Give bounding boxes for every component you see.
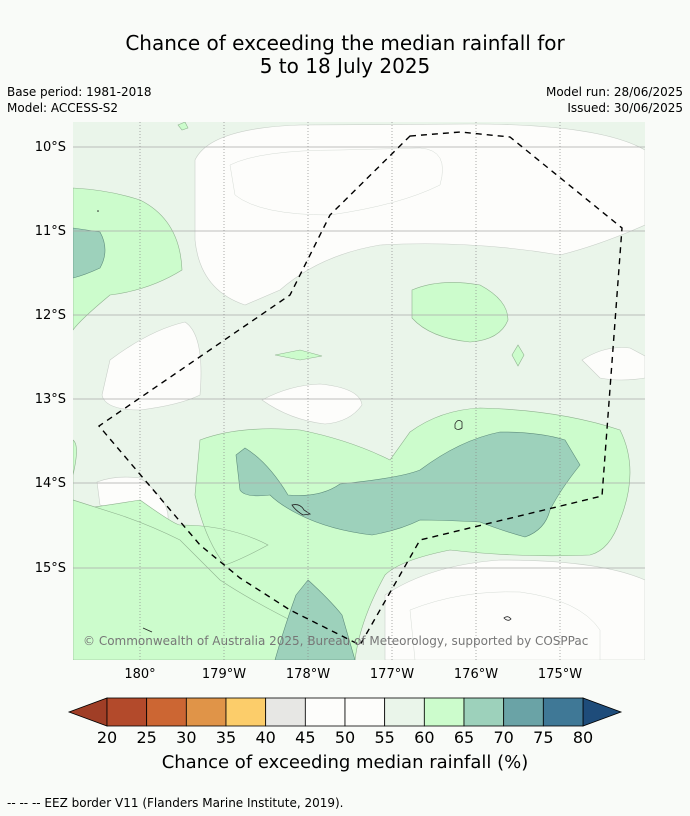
eez-border — [97, 131, 623, 646]
lon-labels: 180° 179°W 178°W 177°W 176°W 175°W — [124, 667, 582, 682]
copyright-notice: © Commonwealth of Australia 2025, Bureau… — [83, 634, 588, 648]
island-outline — [142, 627, 153, 633]
eez-footnote: -- -- -- EEZ border V11 (Flanders Marine… — [7, 796, 344, 810]
colorbar-label: Chance of exceeding median rainfall (%) — [161, 752, 529, 773]
colorbar-tick-label: 25 — [136, 728, 157, 747]
lat-label: 14°S — [35, 476, 66, 491]
colorbar-tick-label: 65 — [453, 728, 475, 747]
map-title-line2: 5 to 18 July 2025 — [259, 54, 431, 78]
island-outline — [454, 420, 463, 430]
lon-label: 180° — [124, 667, 155, 682]
colorbar-tick-label: 60 — [414, 728, 435, 747]
colorbar-low-extend — [67, 697, 108, 727]
colorbar-tick-label: 55 — [374, 728, 395, 747]
island-outline — [291, 504, 312, 516]
colorbar-segment — [423, 697, 465, 727]
field-65-70-nw — [73, 227, 106, 279]
lon-label: 178°W — [286, 667, 330, 682]
colorbar — [67, 697, 623, 727]
island-outline — [97, 210, 99, 212]
base-period: Base period: 1981-2018 — [7, 85, 152, 99]
rainfall-map — [73, 122, 645, 660]
field-60-65-strip — [274, 349, 323, 361]
lat-label: 13°S — [35, 392, 66, 407]
colorbar-tick-label: 40 — [255, 728, 276, 747]
field-60-65-speck — [177, 122, 189, 131]
colorbar-tick-label: 70 — [493, 728, 514, 747]
colorbar-segment — [304, 697, 346, 727]
field-45-55-east — [581, 347, 645, 381]
lat-label: 12°S — [35, 308, 66, 323]
lat-label: 10°S — [35, 140, 66, 155]
field-45-55-west — [101, 321, 202, 411]
colorbar-segment — [225, 697, 267, 727]
lon-label: 176°W — [454, 667, 498, 682]
field-65-70-south — [274, 579, 356, 660]
lon-label: 179°W — [202, 667, 246, 682]
field-60-65-islet — [511, 344, 525, 367]
colorbar-high-extend — [582, 697, 623, 727]
map-title-line1: Chance of exceeding the median rainfall … — [125, 31, 565, 55]
island-outline — [503, 616, 512, 621]
lon-label: 177°W — [370, 667, 414, 682]
colorbar-segment — [185, 697, 227, 727]
colorbar-tick-label: 50 — [334, 728, 356, 747]
issued-date: Issued: 30/06/2025 — [567, 101, 683, 115]
colorbar-tick-label: 35 — [215, 728, 237, 747]
field-45-50-se — [409, 591, 601, 660]
lat-gridlines — [73, 146, 645, 569]
model-run: Model run: 28/06/2025 — [545, 85, 683, 99]
field-45-50-north — [229, 147, 443, 216]
field-45-55-centre — [261, 383, 363, 425]
lat-label: 15°S — [35, 561, 66, 576]
colorbar-segment — [146, 697, 187, 727]
colorbar-segment — [384, 697, 425, 727]
colorbar-segment — [265, 697, 306, 727]
colorbar-tick-label: 30 — [176, 728, 197, 747]
colorbar-tick-label: 80 — [572, 728, 594, 747]
colorbar-segment — [542, 697, 584, 727]
colorbar-tick-label: 20 — [96, 728, 118, 747]
colorbar-segment — [344, 697, 386, 727]
field-65-70-central — [235, 431, 581, 538]
field-60-65-nw — [73, 187, 183, 331]
model-name: Model: ACCESS-S2 — [7, 101, 119, 115]
colorbar-tick-label: 75 — [533, 728, 554, 747]
lat-labels: 10°S 11°S 12°S 13°S 14°S 15°S — [35, 140, 66, 576]
colorbar-segment — [503, 697, 544, 727]
colorbar-tick-label: 45 — [295, 728, 316, 747]
field-60-65-ne — [411, 282, 509, 343]
lat-label: 11°S — [35, 224, 66, 239]
colorbar-segment — [463, 697, 505, 727]
lon-label: 175°W — [538, 667, 582, 682]
colorbar-segment — [106, 697, 148, 727]
